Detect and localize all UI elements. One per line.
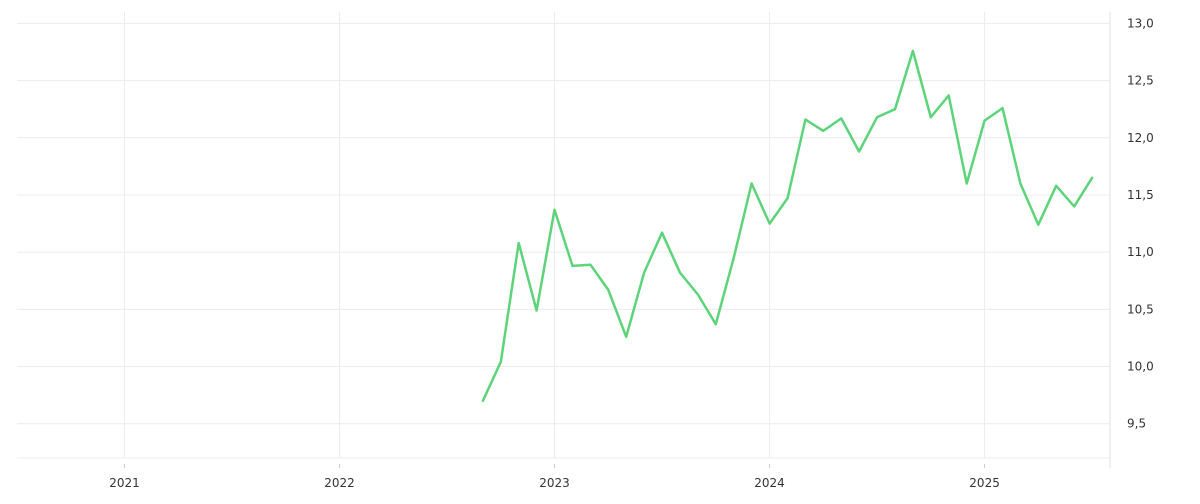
axes: [124, 12, 1111, 468]
x-axis-tick-labels: 2021 2022 2023 2024 2025: [109, 476, 1000, 490]
y-tick-label: 13,0: [1127, 16, 1154, 30]
y-axis-tick-labels: 9,5 10,0 10,5 11,0 11,5 12,0 12,5 13,0: [1127, 16, 1154, 430]
x-tick-label: 2025: [969, 476, 1000, 490]
vertical-gridlines: [124, 12, 986, 458]
y-tick-label: 10,5: [1127, 302, 1154, 316]
x-tick-label: 2022: [324, 476, 355, 490]
y-tick-label: 12,0: [1127, 131, 1154, 145]
y-tick-label: 10,0: [1127, 360, 1154, 374]
x-tick-label: 2024: [754, 476, 785, 490]
y-tick-label: 9,5: [1127, 417, 1146, 431]
y-tick-label: 11,5: [1127, 188, 1154, 202]
x-tick-label: 2021: [109, 476, 140, 490]
y-tick-label: 11,0: [1127, 245, 1154, 259]
x-tick-label: 2023: [539, 476, 570, 490]
series-group: [481, 49, 1094, 403]
y-tick-label: 12,5: [1127, 74, 1154, 88]
series-line-0: [481, 49, 1094, 403]
horizontal-gridlines: [17, 22, 1110, 459]
